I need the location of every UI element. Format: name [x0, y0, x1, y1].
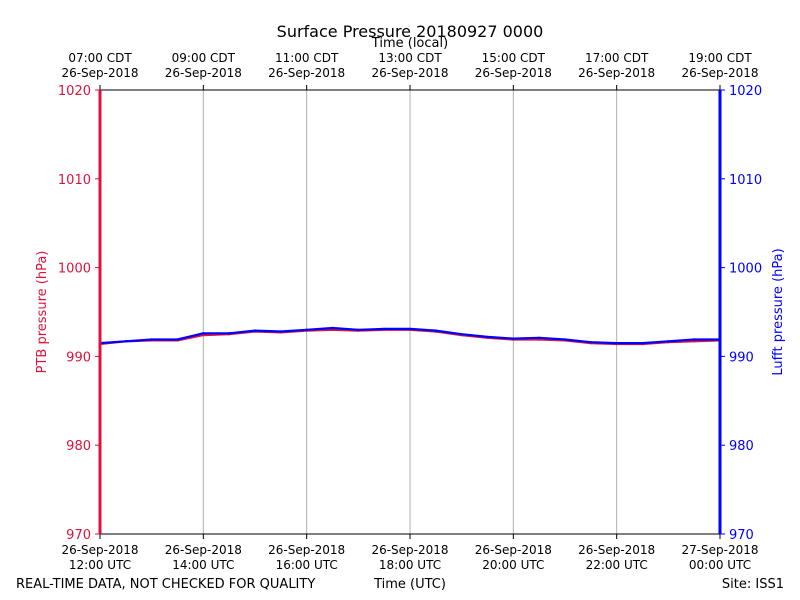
chart-title: Surface Pressure 20180927 0000	[277, 22, 544, 41]
top-tick-label-date: 26-Sep-2018	[165, 66, 242, 80]
lufft-pressure-point	[357, 328, 360, 331]
x-tick-label-date: 26-Sep-2018	[371, 543, 448, 557]
lufft-pressure-point	[434, 329, 437, 332]
lufft-pressure-point	[331, 326, 334, 330]
site-label: Site: ISS1	[722, 577, 784, 592]
lufft-pressure-point	[408, 327, 412, 331]
y-tick-label-right: 1020	[729, 84, 762, 99]
y-tick-label-left: 1000	[58, 262, 91, 277]
top-tick-label-date: 26-Sep-2018	[475, 66, 552, 80]
lufft-pressure-point	[253, 329, 257, 332]
lufft-pressure-point	[279, 330, 282, 333]
top-tick-label-time: 09:00 CDT	[172, 51, 236, 65]
y-tick-label-right: 1010	[729, 173, 762, 188]
top-tick-label-time: 15:00 CDT	[482, 51, 546, 65]
bottom-axis-label: Time (UTC)	[373, 577, 446, 592]
lufft-pressure-point	[383, 327, 386, 331]
right-axis-label: Lufft pressure (hPa)	[771, 248, 786, 375]
y-tick-label-left: 970	[66, 528, 91, 543]
lufft-pressure-point	[202, 332, 205, 335]
y-tick-label-left: 990	[66, 350, 91, 365]
ptb-pressure-point	[331, 328, 334, 331]
top-tick-label-date: 26-Sep-2018	[578, 66, 655, 80]
lufft-pressure-point	[693, 338, 696, 341]
grid-layer	[202, 90, 618, 534]
top-tick-label-time: 13:00 CDT	[378, 51, 442, 65]
y-tick-label-right: 1000	[729, 262, 762, 277]
lufft-pressure-point	[460, 333, 463, 336]
lufft-pressure-point	[176, 338, 179, 341]
y-tick-label-right: 980	[729, 439, 754, 454]
x-tick-label-time: 16:00 UTC	[276, 558, 338, 572]
x-tick-label-date: 26-Sep-2018	[165, 543, 242, 557]
x-tick-label-date: 26-Sep-2018	[268, 543, 345, 557]
quality-disclaimer: REAL-TIME DATA, NOT CHECKED FOR QUALITY	[16, 577, 315, 592]
top-tick-label-date: 26-Sep-2018	[681, 66, 758, 80]
lufft-pressure-point	[563, 338, 567, 341]
lufft-pressure-point	[667, 340, 670, 343]
lufft-pressure-point	[124, 340, 128, 343]
lufft-pressure-point	[615, 341, 618, 345]
x-tick-label-time: 22:00 UTC	[586, 558, 648, 572]
x-tick-label-date: 26-Sep-2018	[61, 543, 138, 557]
series-layer	[98, 326, 722, 346]
x-tick-label-date: 26-Sep-2018	[475, 543, 552, 557]
lufft-pressure-point	[589, 341, 592, 344]
top-tick-label-date: 26-Sep-2018	[268, 66, 345, 80]
top-tick-label-time: 19:00 CDT	[688, 51, 752, 65]
x-tick-label-date: 27-Sep-2018	[681, 543, 758, 557]
y-tick-label-left: 980	[66, 439, 91, 454]
lufft-pressure-point	[305, 328, 308, 331]
x-tick-label-time: 18:00 UTC	[379, 558, 441, 572]
top-tick-label-date: 26-Sep-2018	[61, 66, 138, 80]
y-tick-label-right: 970	[729, 528, 754, 543]
top-tick-label-date: 26-Sep-2018	[371, 66, 448, 80]
y-tick-label-left: 1010	[58, 173, 91, 188]
lufft-pressure-point	[486, 335, 489, 339]
left-axis-label: PTB pressure (hPa)	[35, 251, 50, 374]
lufft-pressure-point	[641, 341, 644, 345]
y-tick-label-left: 1020	[58, 84, 91, 99]
top-axis-label: Time (local)	[371, 36, 448, 51]
top-tick-label-time: 07:00 CDT	[68, 51, 132, 65]
lufft-pressure-point	[228, 332, 231, 335]
x-tick-label-time: 12:00 UTC	[69, 558, 131, 572]
top-tick-label-time: 17:00 CDT	[585, 51, 649, 65]
x-tick-label-time: 14:00 UTC	[172, 558, 234, 572]
x-tick-label-time: 00:00 UTC	[689, 558, 751, 572]
top-tick-label-time: 11:00 CDT	[275, 51, 339, 65]
lufft-pressure-point	[512, 337, 515, 340]
x-tick-label-date: 26-Sep-2018	[578, 543, 655, 557]
lufft-pressure-point	[150, 338, 153, 341]
x-tick-label-time: 20:00 UTC	[482, 558, 544, 572]
y-tick-label-right: 990	[729, 350, 754, 365]
lufft-pressure-point	[538, 336, 541, 339]
ptb-pressure-point	[693, 340, 696, 343]
